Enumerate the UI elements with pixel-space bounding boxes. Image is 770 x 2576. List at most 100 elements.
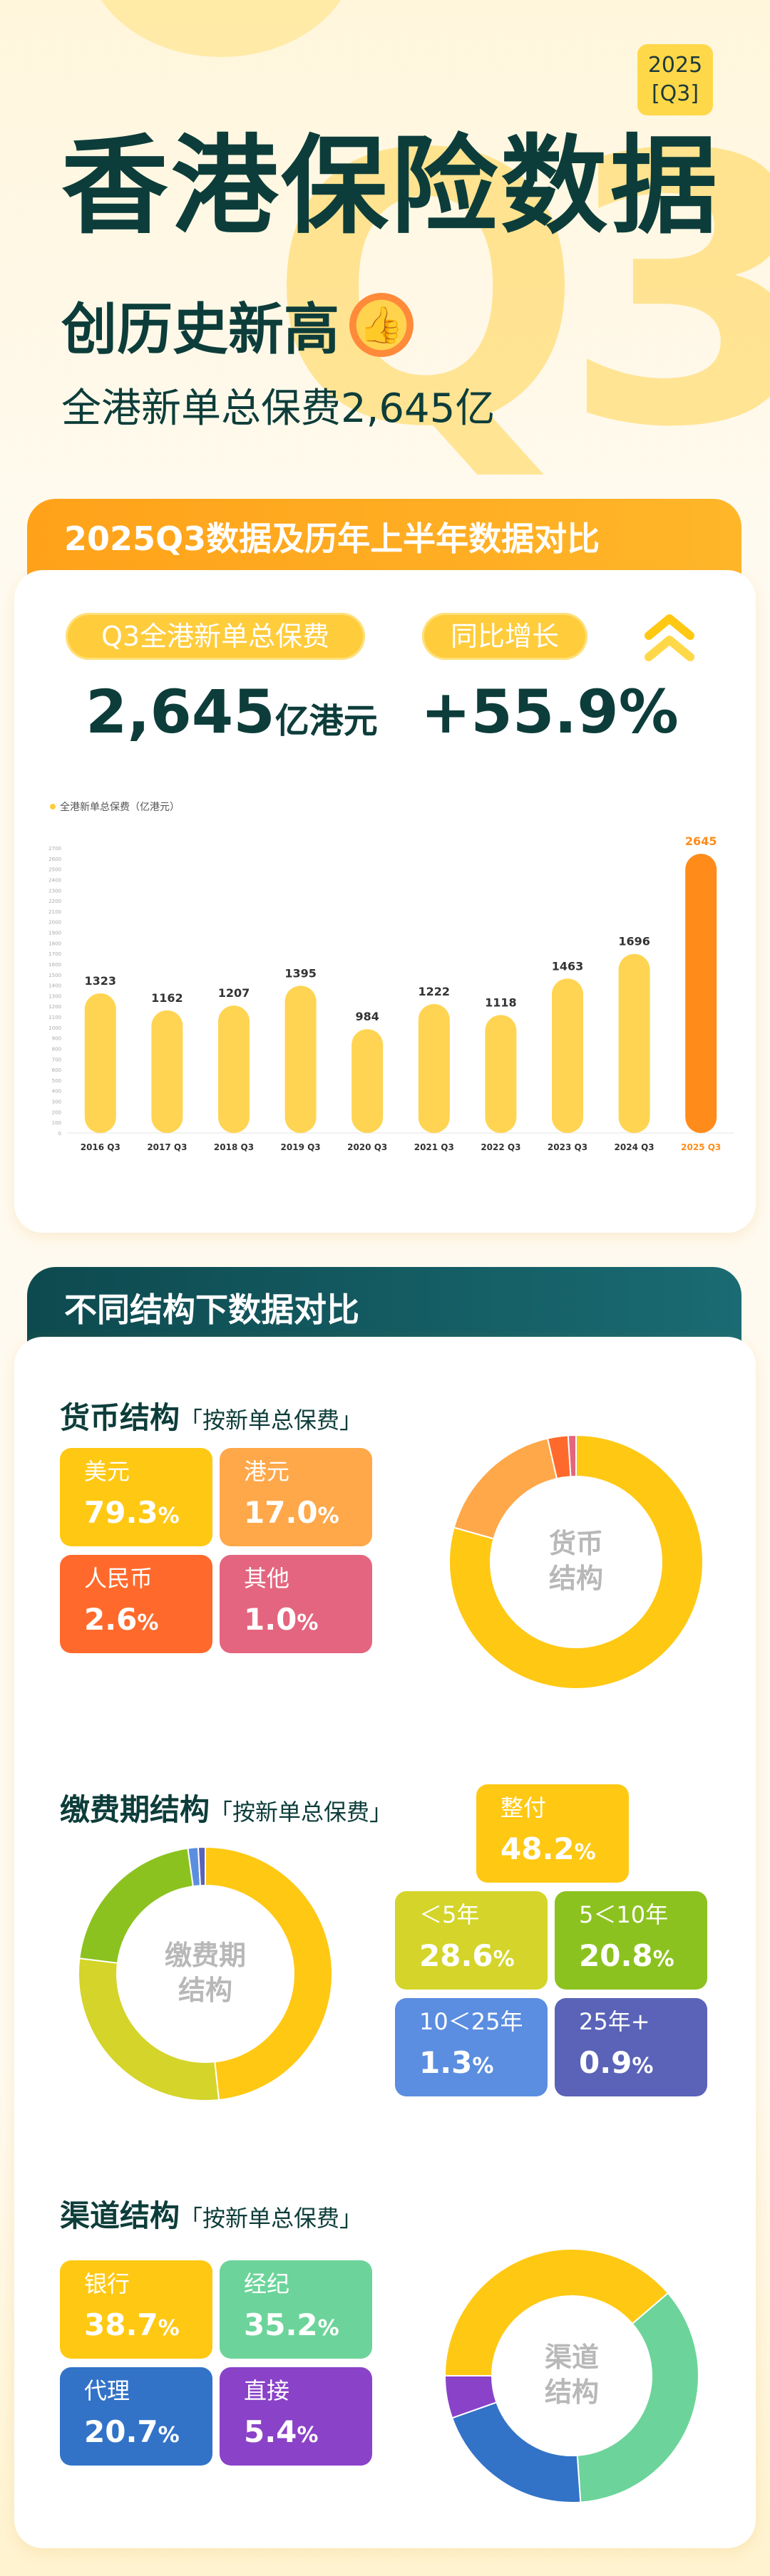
q3-comparison-card: Q3全港新单总保费 同比增长 2,645亿港元 +55.9% 全港新单总保费（亿… bbox=[14, 570, 756, 1233]
donut-label-line: 结构 bbox=[548, 1563, 603, 1595]
payment-donut-chart bbox=[78, 1846, 333, 2101]
box-value: 38.7% bbox=[84, 2307, 198, 2342]
page-subtitle: 创历史新高 👍 bbox=[61, 285, 414, 365]
y-tick-label: 2000 bbox=[48, 920, 61, 926]
box-pct: % bbox=[317, 1504, 339, 1529]
y-tick-label: 1700 bbox=[48, 951, 61, 957]
legend-dot bbox=[50, 804, 56, 809]
currency-box-usd: 美元 79.3% bbox=[60, 1448, 212, 1546]
bar-2023-Q3 bbox=[552, 978, 583, 1133]
y-tick-label: 700 bbox=[52, 1057, 61, 1062]
channel-note: 「按新单总保费」 bbox=[180, 2205, 363, 2232]
bar-2020-Q3 bbox=[351, 1029, 384, 1133]
y-tick-label: 800 bbox=[52, 1046, 61, 1052]
donut-label-line: 结构 bbox=[544, 2376, 599, 2409]
box-label: 25年+ bbox=[579, 2008, 650, 2035]
double-chevron-up-icon bbox=[645, 614, 694, 661]
bar-2022-Q3 bbox=[485, 1015, 517, 1133]
year-badge-year: 2025 bbox=[647, 53, 703, 78]
donut-label-line: 渠道 bbox=[544, 2342, 599, 2373]
box-value: 48.2% bbox=[500, 1831, 615, 1866]
box-pct: % bbox=[158, 1504, 180, 1529]
box-pct: % bbox=[632, 2054, 654, 2079]
x-tick-label: 2022 Q3 bbox=[481, 1142, 520, 1152]
y-tick-label: 900 bbox=[52, 1036, 61, 1042]
bar-value-label: 1162 bbox=[151, 991, 183, 1005]
bar-2016-Q3 bbox=[84, 993, 116, 1133]
thumbs-up-icon: 👍 bbox=[349, 293, 414, 357]
bar-2019-Q3 bbox=[284, 986, 317, 1133]
channel-donut-chart bbox=[443, 2248, 699, 2503]
y-tick-label: 1600 bbox=[48, 962, 61, 968]
bar-2021-Q3 bbox=[418, 1003, 450, 1133]
box-label: ＜5年 bbox=[419, 1901, 480, 1928]
donut-slice bbox=[197, 1846, 206, 1887]
bar-2017-Q3 bbox=[151, 1010, 183, 1133]
x-tick-label: 2018 Q3 bbox=[214, 1142, 254, 1152]
page-title: 香港保险数据 bbox=[61, 125, 721, 249]
x-tick-label: 2017 Q3 bbox=[147, 1142, 187, 1152]
bar-value-label: 984 bbox=[355, 1010, 379, 1023]
bar-2025-Q3 bbox=[685, 854, 717, 1133]
payment-box-10to25: 10＜25年 1.3% bbox=[395, 1998, 548, 2096]
box-pct: % bbox=[297, 1610, 319, 1636]
currency-box-hkd: 港元 17.0% bbox=[220, 1448, 372, 1546]
box-pct: % bbox=[652, 1947, 674, 1972]
box-value: 1.0% bbox=[244, 1602, 358, 1637]
channel-title: 渠道结构「按新单总保费」 bbox=[60, 2192, 362, 2235]
channel-title-text: 渠道结构 bbox=[60, 2198, 180, 2233]
bar-value-label: 1222 bbox=[419, 985, 451, 998]
yoy-growth-value: +55.9% bbox=[421, 677, 679, 747]
box-number: 38.7 bbox=[84, 2307, 158, 2343]
box-value: 28.6% bbox=[419, 1938, 533, 1973]
currency-donut-chart bbox=[448, 1434, 704, 1690]
currency-note: 「按新单总保费」 bbox=[180, 1407, 363, 1434]
channel-box-agent: 代理 20.7% bbox=[60, 2367, 212, 2466]
box-value: 20.7% bbox=[84, 2414, 198, 2449]
payment-box-25plus: 25年+ 0.9% bbox=[555, 1998, 707, 2096]
y-tick-label: 500 bbox=[52, 1078, 61, 1084]
donut-slice bbox=[443, 2375, 498, 2419]
x-tick-label: 2023 Q3 bbox=[548, 1142, 587, 1152]
bar-value-label: 1463 bbox=[552, 959, 584, 973]
y-tick-label: 1100 bbox=[48, 1015, 61, 1020]
y-tick-label: 1800 bbox=[48, 941, 61, 946]
y-tick-label: 1300 bbox=[48, 993, 61, 999]
box-label: 直接 bbox=[244, 2377, 290, 2404]
y-tick-label: 2300 bbox=[48, 888, 61, 894]
premium-bar-chart: 0 100 200 300 400 500 600 700 800 900 1000 1100 1200… bbox=[48, 834, 734, 1152]
x-tick-label: 2025 Q3 bbox=[681, 1142, 721, 1152]
box-label: 美元 bbox=[84, 1458, 130, 1485]
y-tick-label: 600 bbox=[52, 1067, 61, 1073]
y-tick-label: 1200 bbox=[48, 1004, 61, 1010]
x-tick-label: 2019 Q3 bbox=[281, 1142, 321, 1152]
bar-value-label: 1395 bbox=[284, 966, 317, 980]
channel-box-broker: 经纪 35.2% bbox=[220, 2260, 372, 2359]
subtitle-text: 创历史新高 bbox=[61, 298, 340, 362]
section-title: 不同结构下数据对比 bbox=[64, 1290, 359, 1329]
y-tick-label: 100 bbox=[52, 1120, 61, 1126]
decor-q3-watermark: Q3 bbox=[268, 76, 770, 508]
total-premium-unit: 亿港元 bbox=[274, 701, 378, 741]
year-badge-quarter: [Q3] bbox=[651, 81, 699, 106]
bar-2024-Q3 bbox=[618, 953, 650, 1133]
box-pct: % bbox=[317, 2316, 339, 2342]
donut-slice bbox=[451, 2401, 582, 2503]
box-label: 5＜10年 bbox=[579, 1901, 669, 1928]
year-badge: 2025 [Q3] bbox=[637, 44, 713, 115]
box-pct: % bbox=[158, 2423, 180, 2448]
box-value: 0.9% bbox=[579, 2045, 693, 2080]
y-tick-label: 1900 bbox=[48, 931, 61, 936]
y-tick-label: 1400 bbox=[48, 983, 61, 989]
y-tick-label: 2500 bbox=[48, 867, 61, 873]
x-tick-label: 2024 Q3 bbox=[615, 1142, 654, 1152]
x-tick-label: 2016 Q3 bbox=[81, 1142, 120, 1152]
premium-label-pill: Q3全港新单总保费 bbox=[66, 613, 365, 660]
box-number: 28.6 bbox=[419, 1938, 493, 1974]
payment-box-lt5: ＜5年 28.6% bbox=[395, 1891, 548, 1990]
box-number: 20.7 bbox=[84, 2414, 158, 2450]
currency-title-text: 货币结构 bbox=[60, 1400, 180, 1435]
bar-value-label: 1207 bbox=[218, 986, 250, 1000]
y-tick-label: 400 bbox=[52, 1089, 61, 1095]
box-number: 0.9 bbox=[579, 2045, 632, 2081]
